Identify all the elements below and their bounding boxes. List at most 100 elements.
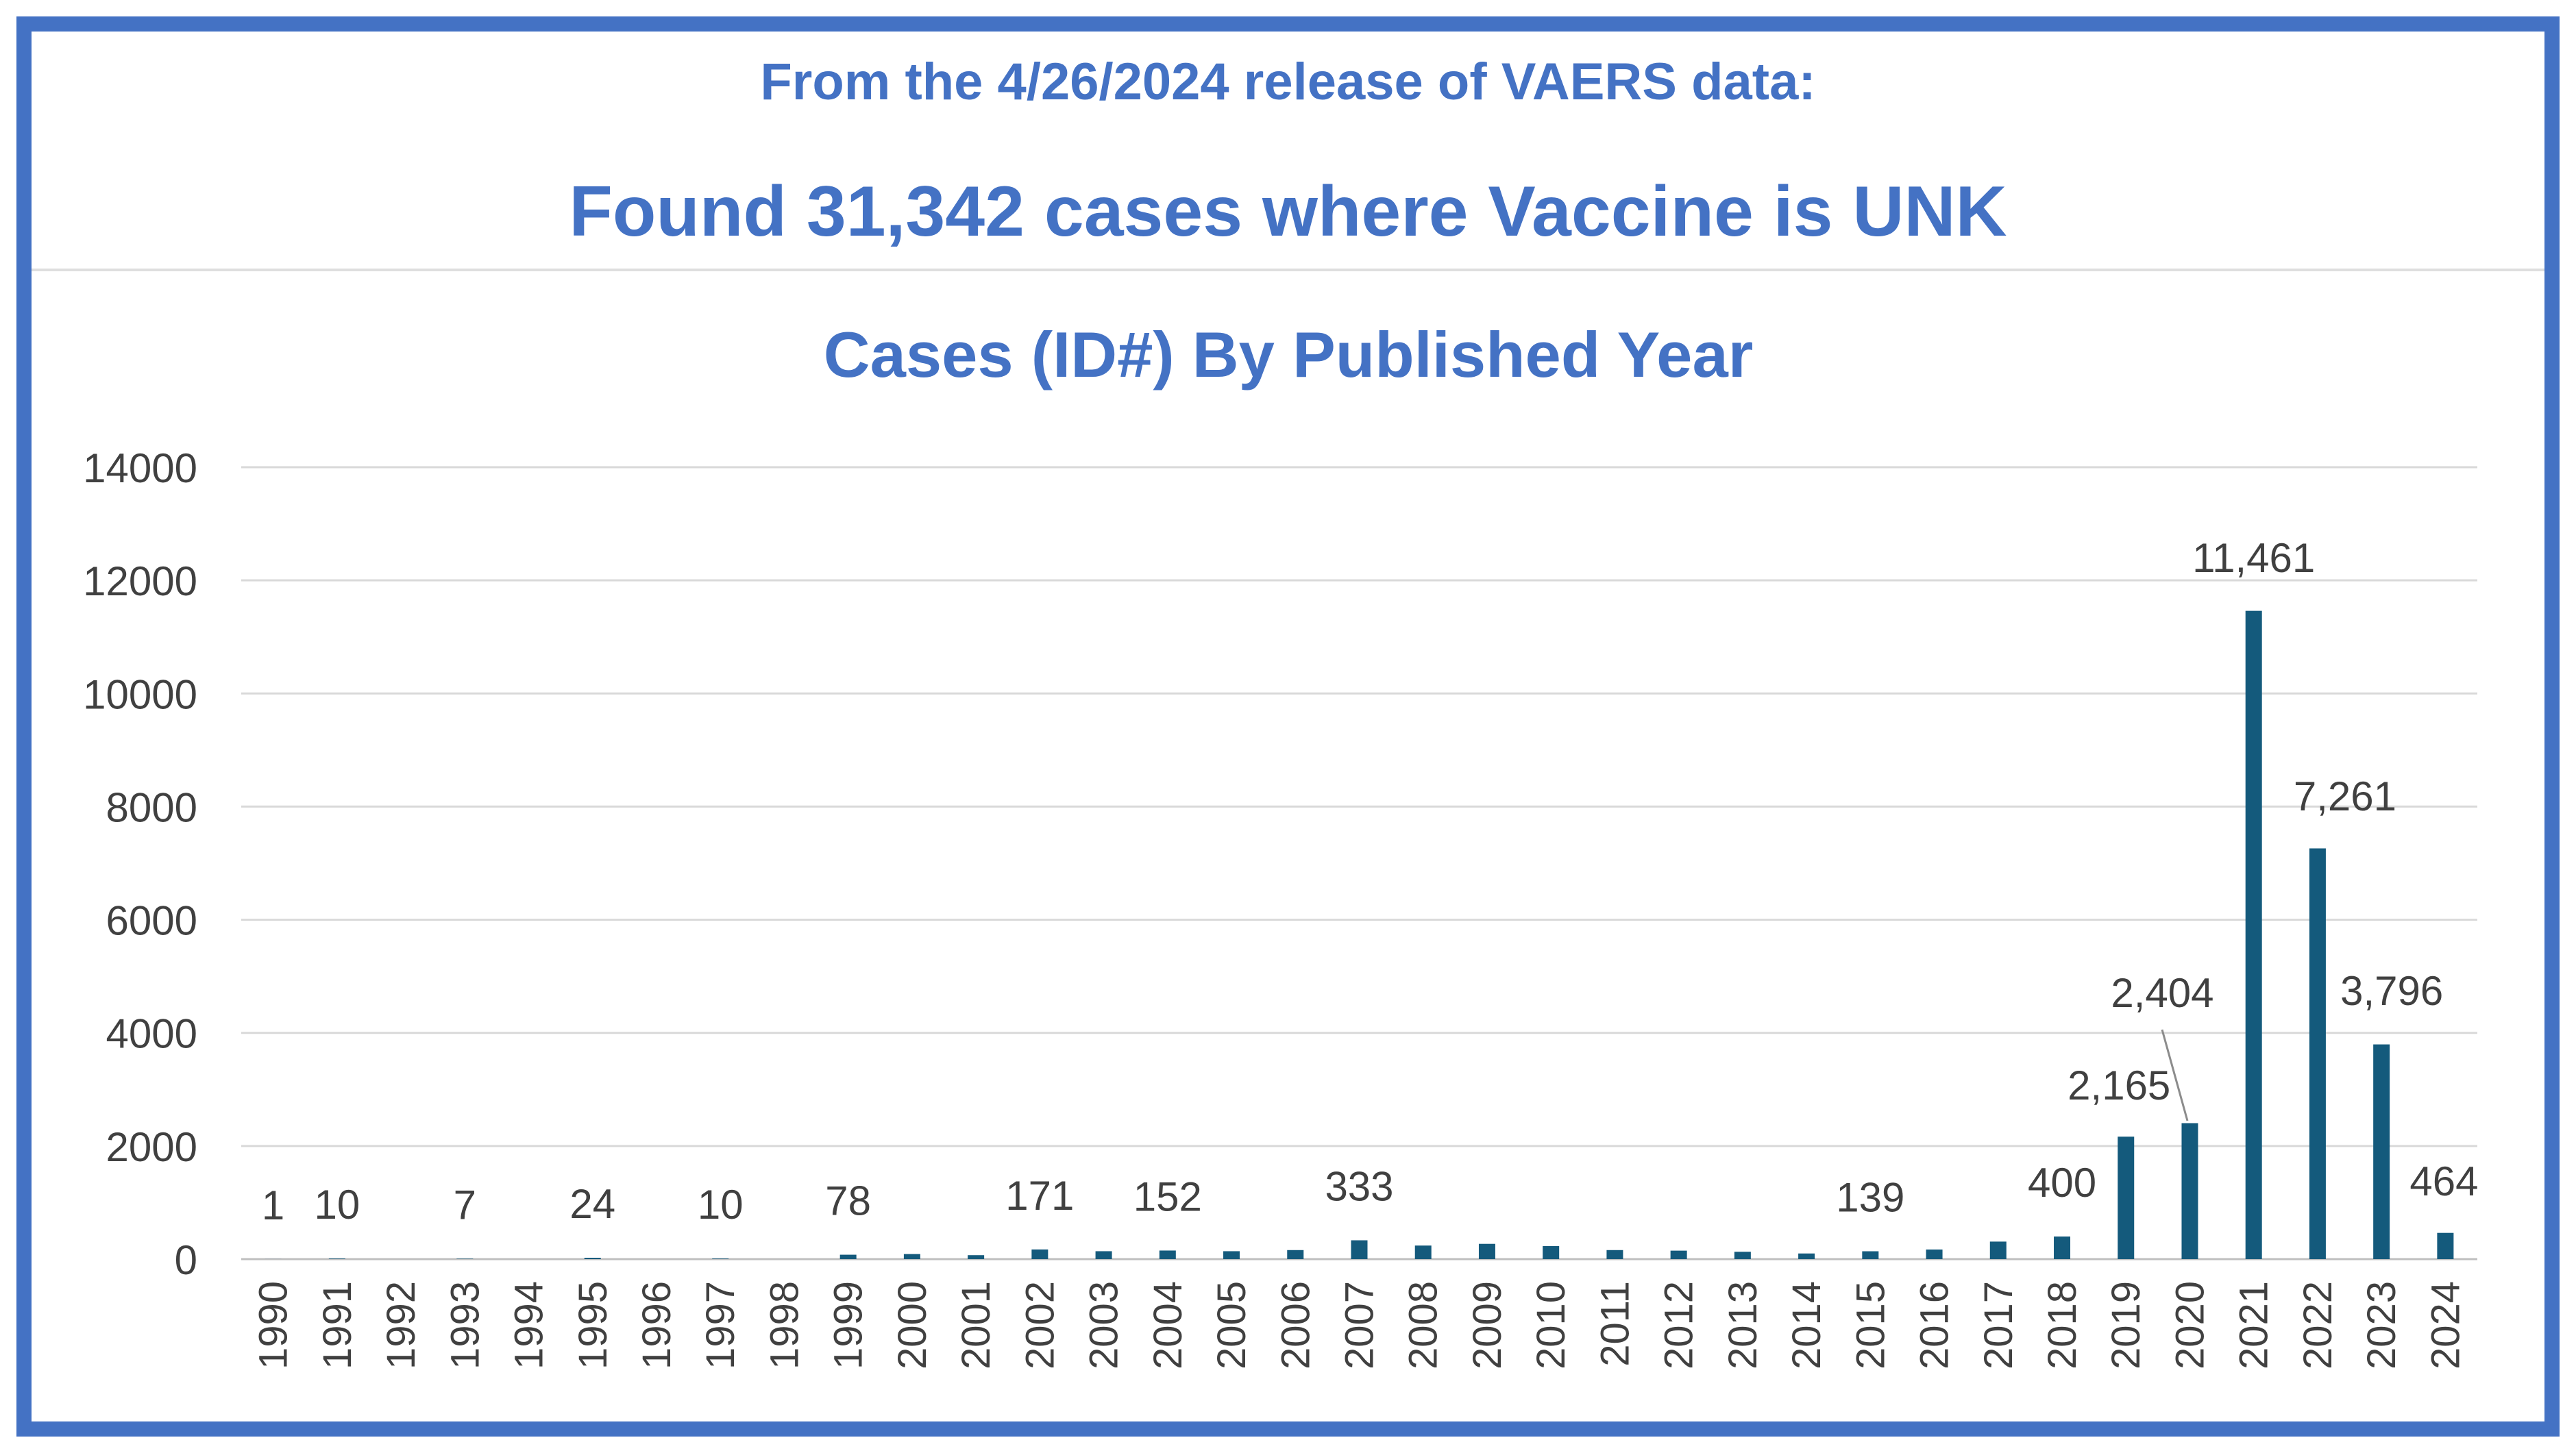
y-tick-label: 10000 — [83, 671, 197, 717]
cases-found-heading: Found 31,342 cases where Vaccine is UNK — [569, 172, 2007, 251]
x-tick-label: 2013 — [1721, 1281, 1765, 1369]
bar-2010 — [1543, 1246, 1560, 1259]
release-heading: From the 4/26/2024 release of VAERS data… — [760, 53, 1816, 111]
x-tick-label: 1993 — [443, 1281, 487, 1369]
y-axis-ticks: 0 2000 4000 6000 8000 10000 12000 14000 — [83, 445, 197, 1283]
bar-2015 — [1862, 1251, 1879, 1259]
bar-2008 — [1414, 1245, 1432, 1259]
bar-2001 — [968, 1255, 985, 1259]
x-tick-label: 1992 — [379, 1281, 424, 1369]
x-tick-label: 2004 — [1146, 1281, 1190, 1369]
x-axis-ticks: 1990 1991 1992 1993 1994 1995 1996 1997 1998 1999… — [252, 1281, 2468, 1369]
data-label-2022: 7,261 — [2294, 773, 2396, 819]
data-label-2024: 464 — [2409, 1158, 2478, 1204]
data-label-1991: 10 — [314, 1182, 360, 1228]
bar-2019 — [2118, 1137, 2135, 1259]
x-tick-label: 2000 — [890, 1281, 935, 1369]
y-tick-label: 6000 — [106, 898, 197, 944]
y-tick-label: 2000 — [106, 1124, 197, 1170]
x-tick-label: 2020 — [2168, 1281, 2212, 1369]
bar-2000 — [903, 1254, 920, 1259]
chart-frame — [16, 16, 2560, 1437]
y-tick-label: 4000 — [106, 1011, 197, 1057]
bar-2011 — [1606, 1250, 1623, 1259]
bar-2012 — [1670, 1250, 1687, 1259]
data-label-2004: 152 — [1133, 1173, 1202, 1219]
x-tick-label: 2015 — [1848, 1281, 1893, 1369]
x-tick-label: 2021 — [2232, 1281, 2277, 1369]
x-tick-label: 1998 — [762, 1281, 807, 1369]
y-tick-label: 12000 — [83, 558, 197, 604]
x-tick-label: 2010 — [1529, 1281, 1573, 1369]
x-tick-label: 1994 — [507, 1281, 552, 1369]
bar-2006 — [1287, 1250, 1304, 1259]
data-label-2023: 3,796 — [2340, 968, 2443, 1014]
x-tick-label: 2001 — [954, 1281, 998, 1369]
bar-2009 — [1478, 1243, 1495, 1259]
x-tick-label: 2006 — [1273, 1281, 1318, 1369]
bar-1993 — [456, 1258, 474, 1259]
header-divider — [32, 269, 2544, 271]
x-tick-label: 1999 — [826, 1281, 871, 1369]
bar-2013 — [1734, 1252, 1751, 1259]
x-tick-label: 2003 — [1082, 1281, 1127, 1369]
bar-2024 — [2437, 1232, 2454, 1259]
x-tick-label: 2024 — [2423, 1281, 2468, 1369]
y-tick-label: 0 — [175, 1237, 197, 1283]
data-label-2019: 2,165 — [2068, 1063, 2170, 1108]
bar-2021 — [2245, 610, 2262, 1259]
x-tick-label: 2012 — [1657, 1281, 1702, 1369]
bar-2020 — [2181, 1123, 2198, 1259]
bar-2014 — [1798, 1253, 1815, 1259]
bar-2007 — [1351, 1240, 1368, 1259]
chart-title: Cases (ID#) By Published Year — [824, 319, 1754, 390]
data-label-1995: 24 — [569, 1181, 615, 1227]
y-tick-label: 14000 — [83, 445, 197, 491]
data-label-2021: 11,461 — [2192, 535, 2315, 581]
leader-line-2020 — [2161, 1029, 2189, 1121]
bar-1995 — [584, 1258, 601, 1259]
bar-2003 — [1095, 1251, 1112, 1259]
data-label-1999: 78 — [825, 1178, 871, 1224]
bar-2018 — [2054, 1236, 2071, 1259]
bar-2004 — [1159, 1250, 1176, 1259]
x-tick-label: 2017 — [1976, 1281, 2021, 1369]
x-tick-label: 2018 — [2040, 1281, 2085, 1369]
x-tick-label: 1990 — [252, 1281, 296, 1369]
bar-1991 — [328, 1258, 345, 1259]
x-tick-label: 1995 — [571, 1281, 615, 1369]
data-label-1990: 1 — [262, 1182, 284, 1228]
x-tick-label: 2005 — [1210, 1281, 1254, 1369]
x-tick-label: 2007 — [1338, 1281, 1382, 1369]
bars — [265, 610, 2454, 1259]
data-label-2002: 171 — [1005, 1173, 1074, 1219]
x-tick-label: 2022 — [2296, 1281, 2340, 1369]
bar-2016 — [1926, 1249, 1943, 1259]
x-tick-label: 2023 — [2359, 1281, 2404, 1369]
data-label-2020: 2,404 — [2111, 970, 2213, 1016]
x-tick-label: 1991 — [315, 1281, 360, 1369]
x-tick-label: 2008 — [1401, 1281, 1446, 1369]
x-tick-label: 2011 — [1593, 1281, 1637, 1367]
data-label-2015: 139 — [1836, 1175, 1904, 1221]
bar-2005 — [1223, 1251, 1240, 1259]
y-tick-label: 8000 — [106, 784, 197, 830]
bar-2002 — [1031, 1249, 1048, 1259]
bar-2023 — [2373, 1044, 2390, 1259]
data-label-2007: 333 — [1325, 1164, 1393, 1210]
data-labels: 1 10 7 24 10 78 171 152 333 139 400 2,165 2,404 11,46… — [262, 535, 2479, 1228]
x-tick-label: 2016 — [1913, 1281, 1957, 1369]
gridlines — [241, 466, 2477, 1260]
bar-1997 — [712, 1258, 729, 1259]
x-tick-label: 1997 — [698, 1281, 743, 1369]
x-tick-label: 2014 — [1784, 1281, 1829, 1369]
x-tick-label: 1996 — [635, 1281, 679, 1369]
x-tick-label: 2019 — [2104, 1281, 2148, 1369]
x-tick-label: 2009 — [1465, 1281, 1510, 1369]
x-tick-label: 2002 — [1018, 1281, 1062, 1369]
bar-2017 — [1989, 1241, 2007, 1259]
data-label-1993: 7 — [454, 1182, 476, 1228]
bar-1999 — [839, 1254, 857, 1259]
data-label-2018: 400 — [2028, 1160, 2096, 1206]
